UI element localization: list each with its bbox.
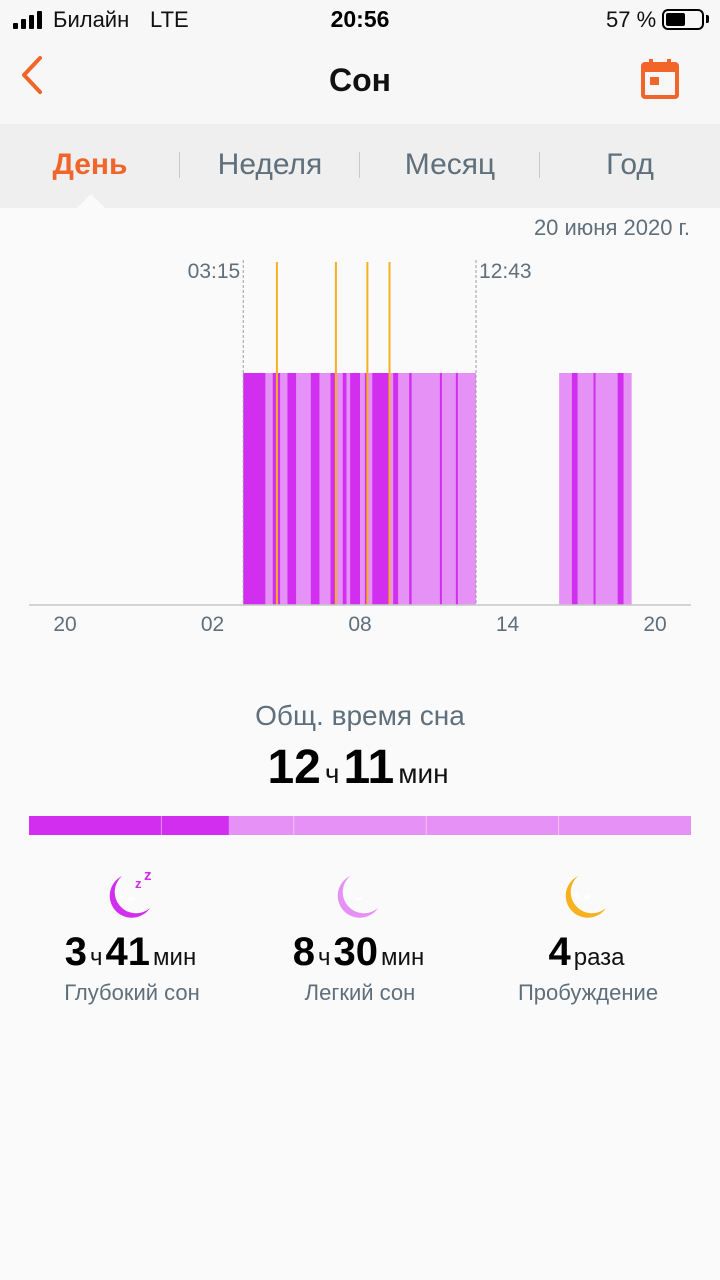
calendar-button[interactable] <box>638 58 684 104</box>
awake-label: Пробуждение <box>517 980 659 1005</box>
deep-sleep-block <box>409 373 412 605</box>
light-sleep-portion <box>228 816 691 835</box>
sleep-chart: 03:15 12:43 20 02 08 14 20 <box>29 260 691 636</box>
x-tick-label: 20 <box>53 613 76 636</box>
tab-year[interactable]: Год <box>606 148 654 181</box>
deep-sleep-block <box>287 373 297 605</box>
battery-tip <box>706 15 709 23</box>
moon-zzz-icon: z z <box>109 867 152 918</box>
total-sleep-value: 12 ч11 мин <box>0 740 720 795</box>
x-tick-label: 08 <box>348 613 371 636</box>
awake-count-unit: раза <box>573 944 625 971</box>
back-button[interactable] <box>12 52 56 98</box>
light-hours: 8 <box>292 930 316 974</box>
deep-sleep-block <box>593 373 596 605</box>
deep-sleep-block <box>310 373 320 605</box>
deep-sleep-block <box>372 373 390 605</box>
network-type: LTE <box>150 7 189 32</box>
x-tick-label: 02 <box>201 613 224 636</box>
tab-divider <box>539 152 540 178</box>
chevron-left-icon <box>22 56 42 94</box>
tab-month[interactable]: Месяц <box>404 148 496 181</box>
deep-sleep-block <box>455 373 458 605</box>
x-tick-label: 20 <box>643 613 666 636</box>
tab-divider <box>179 152 180 178</box>
deep-sleep-block <box>439 373 442 605</box>
svg-text:z: z <box>144 867 152 884</box>
deep-minutes-unit: мин <box>153 944 197 971</box>
battery-icon <box>662 9 704 30</box>
light-hours-unit: ч <box>318 944 331 971</box>
light-minutes-unit: мин <box>381 944 425 971</box>
deep-sleep-block <box>364 373 368 605</box>
deep-sleep-stat: z z 3 ч41 мин Глубокий сон <box>12 866 252 1006</box>
status-clock: 20:56 <box>330 6 390 32</box>
deep-sleep-portion <box>29 816 229 835</box>
light-sleep-label: Легкий сон <box>304 980 416 1005</box>
total-sleep-label: Общ. время сна <box>255 700 465 731</box>
deep-sleep-block <box>350 373 360 605</box>
total-minutes-unit: мин <box>398 758 449 789</box>
deep-hours-unit: ч <box>90 944 103 971</box>
light-sleep-stat: 8 ч30 мин Легкий сон <box>240 866 480 1006</box>
tab-week[interactable]: Неделя <box>217 148 323 181</box>
sleep-ratio-bar <box>29 816 691 835</box>
chart-date: 20 июня 2020 г. <box>533 215 690 240</box>
deep-sleep-block <box>243 373 266 605</box>
deep-sleep-label: Глубокий сон <box>64 980 200 1005</box>
range-end-label: 12:43 <box>479 260 532 283</box>
calendar-icon <box>641 59 679 99</box>
awake-count: 4 <box>548 930 571 974</box>
awake-stat: 4 раза Пробуждение <box>468 866 708 1006</box>
light-minutes: 30 <box>333 930 379 974</box>
moon-awake-icon <box>565 876 606 918</box>
deep-minutes: 41 <box>105 930 151 974</box>
deep-sleep-block <box>393 373 399 605</box>
tab-day[interactable]: День <box>52 148 128 181</box>
x-tick-label: 14 <box>496 613 520 636</box>
deep-sleep-block <box>330 373 337 605</box>
tab-divider <box>359 152 360 178</box>
svg-text:z: z <box>135 876 142 891</box>
total-minutes: 11 <box>343 741 395 794</box>
range-start-label: 03:15 <box>188 260 241 283</box>
total-hours: 12 <box>267 741 321 794</box>
deep-sleep-block <box>571 373 578 605</box>
carrier-name: Билайн <box>53 7 130 32</box>
active-tab-pointer <box>77 194 105 208</box>
total-hours-unit: ч <box>324 758 340 789</box>
battery-percent: 57 % <box>606 7 657 32</box>
nav-header: Сон <box>0 40 720 124</box>
page-title: Сон <box>329 62 391 98</box>
deep-sleep-block <box>617 373 624 605</box>
moon-icon <box>337 876 378 918</box>
signal-icon <box>13 11 45 29</box>
period-tabs: День Неделя Месяц Год <box>0 124 720 208</box>
status-bar: Билайн LTE 20:56 57 % <box>0 0 720 40</box>
deep-hours: 3 <box>64 930 88 974</box>
deep-sleep-block <box>342 373 347 605</box>
battery-level <box>666 13 686 26</box>
